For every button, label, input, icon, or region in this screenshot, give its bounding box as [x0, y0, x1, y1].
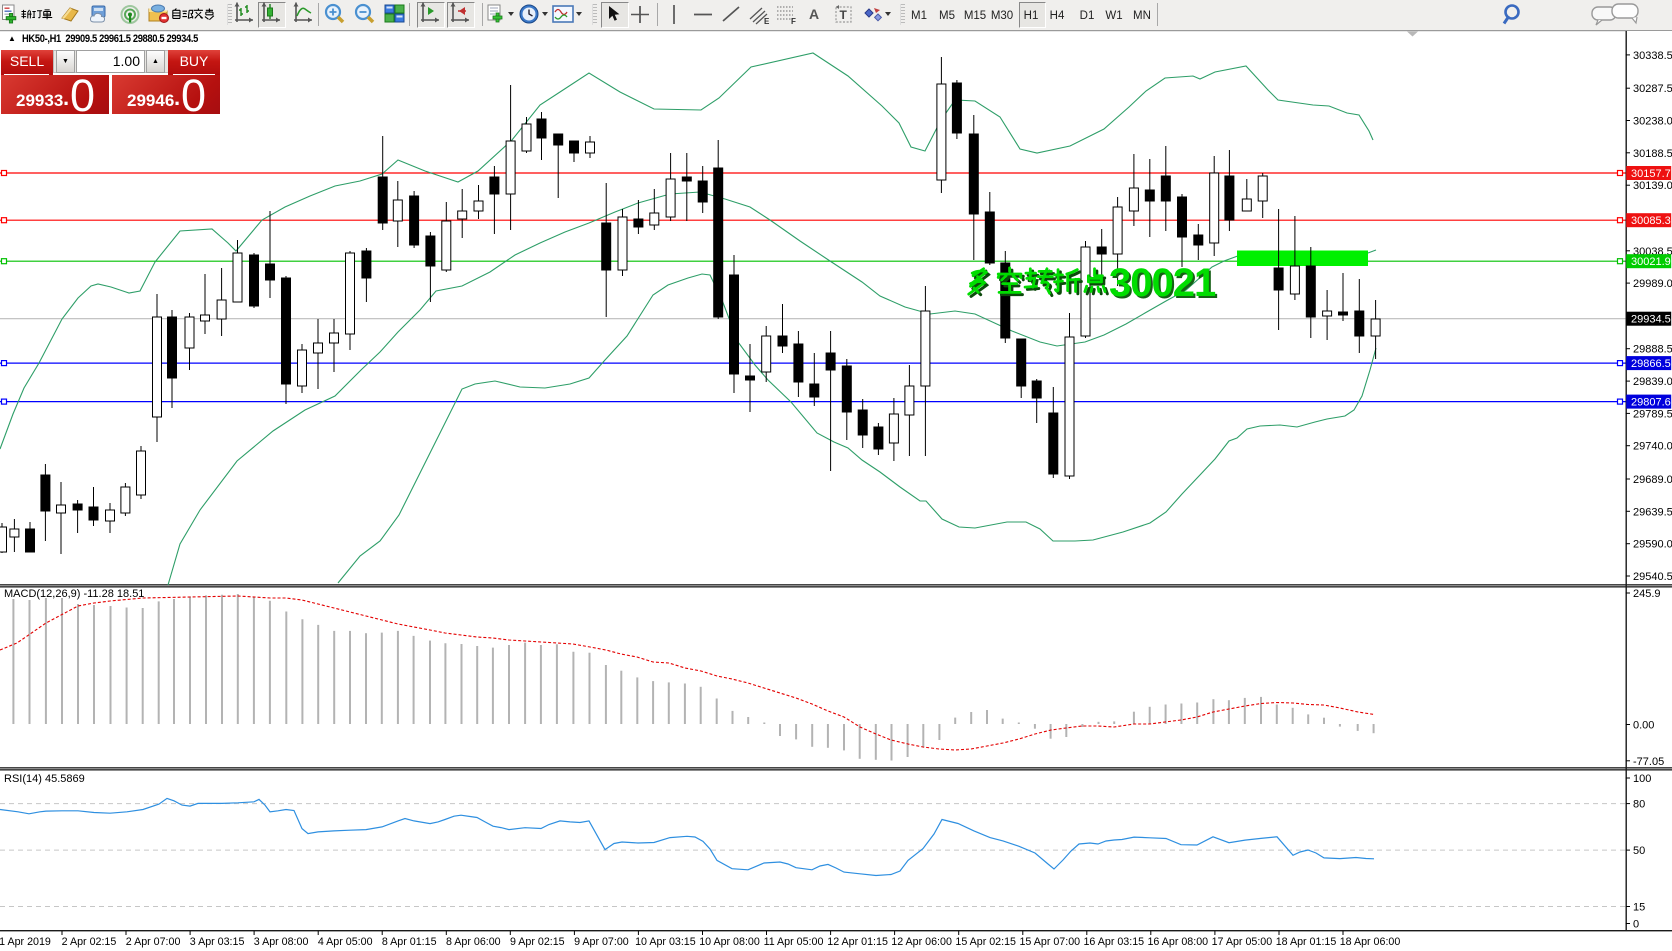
- svg-text:29888.5: 29888.5: [1633, 344, 1672, 356]
- svg-text:4 Apr 05:00: 4 Apr 05:00: [318, 936, 373, 948]
- svg-text:29839.0: 29839.0: [1633, 376, 1672, 388]
- svg-text:10 Apr 08:00: 10 Apr 08:00: [699, 936, 760, 948]
- svg-text:MACD(12,26,9) -11.28 18.51: MACD(12,26,9) -11.28 18.51: [4, 588, 144, 600]
- svg-text:RSI(14) 45.5869: RSI(14) 45.5869: [4, 773, 85, 785]
- svg-text:10 Apr 03:15: 10 Apr 03:15: [635, 936, 696, 948]
- svg-text:30038.5: 30038.5: [1633, 246, 1672, 258]
- svg-text:30188.5: 30188.5: [1633, 148, 1672, 160]
- svg-text:8 Apr 06:00: 8 Apr 06:00: [446, 936, 501, 948]
- svg-text:16 Apr 03:15: 16 Apr 03:15: [1083, 936, 1144, 948]
- svg-text:3 Apr 08:00: 3 Apr 08:00: [254, 936, 309, 948]
- svg-text:-77.05: -77.05: [1633, 756, 1664, 768]
- svg-text:30021: 30021: [1109, 261, 1216, 305]
- svg-text:MN: MN: [1133, 10, 1151, 22]
- svg-text:30021.9: 30021.9: [1631, 256, 1671, 268]
- svg-text:9 Apr 07:00: 9 Apr 07:00: [574, 936, 629, 948]
- svg-text:M15: M15: [964, 10, 986, 22]
- svg-text:80: 80: [1633, 799, 1645, 811]
- svg-text:F: F: [791, 17, 796, 26]
- svg-text:30021: 30021: [1111, 263, 1218, 307]
- svg-text:M30: M30: [991, 10, 1013, 22]
- svg-text:E: E: [764, 17, 770, 26]
- svg-text:29789.5: 29789.5: [1633, 408, 1672, 420]
- svg-text:15 Apr 02:15: 15 Apr 02:15: [955, 936, 1016, 948]
- svg-text:3 Apr 03:15: 3 Apr 03:15: [190, 936, 245, 948]
- svg-text:11 Apr 05:00: 11 Apr 05:00: [764, 936, 824, 948]
- svg-text:M5: M5: [939, 10, 955, 22]
- svg-text:29740.0: 29740.0: [1633, 441, 1672, 453]
- svg-text:29590.0: 29590.0: [1633, 539, 1672, 551]
- svg-text:15 Apr 07:00: 15 Apr 07:00: [1019, 936, 1080, 948]
- svg-text:30157.7: 30157.7: [1631, 168, 1671, 180]
- svg-text:30287.5: 30287.5: [1633, 83, 1672, 95]
- svg-text:16 Apr 08:00: 16 Apr 08:00: [1147, 936, 1208, 948]
- svg-text:100: 100: [1633, 773, 1651, 785]
- svg-text:29934.5: 29934.5: [1631, 314, 1671, 326]
- svg-text:HK50-,H1 29909.5 29961.5 2988: HK50-,H1 29909.5 29961.5 29880.5 29934.5: [22, 33, 198, 45]
- svg-text:▲: ▲: [8, 34, 16, 43]
- svg-text:30238.0: 30238.0: [1633, 116, 1672, 128]
- svg-text:29989.0: 29989.0: [1633, 278, 1672, 290]
- svg-text:29807.6: 29807.6: [1631, 397, 1671, 409]
- svg-text:A: A: [809, 6, 819, 22]
- svg-text:12 Apr 06:00: 12 Apr 06:00: [891, 936, 952, 948]
- svg-text:12 Apr 01:15: 12 Apr 01:15: [827, 936, 888, 948]
- svg-text:H1: H1: [1024, 10, 1039, 22]
- svg-text:29540.5: 29540.5: [1633, 571, 1672, 583]
- svg-text:29866.5: 29866.5: [1631, 358, 1671, 370]
- svg-text:M1: M1: [911, 10, 927, 22]
- svg-text:0.00: 0.00: [1633, 720, 1654, 732]
- svg-text:30085.3: 30085.3: [1631, 215, 1671, 227]
- svg-text:8 Apr 01:15: 8 Apr 01:15: [382, 936, 437, 948]
- svg-text:245.9: 245.9: [1633, 588, 1661, 600]
- svg-text:15: 15: [1633, 902, 1645, 914]
- svg-text:29639.5: 29639.5: [1633, 506, 1672, 518]
- svg-text:30338.5: 30338.5: [1633, 50, 1672, 62]
- svg-text:2 Apr 07:00: 2 Apr 07:00: [126, 936, 181, 948]
- svg-text:1 Apr 2019: 1 Apr 2019: [0, 936, 51, 948]
- svg-text:D1: D1: [1080, 10, 1095, 22]
- svg-text:H4: H4: [1050, 10, 1065, 22]
- svg-text:30139.0: 30139.0: [1633, 180, 1672, 192]
- svg-text:9 Apr 02:15: 9 Apr 02:15: [510, 936, 565, 948]
- svg-text:0: 0: [1633, 919, 1639, 931]
- svg-text:17 Apr 05:00: 17 Apr 05:00: [1212, 936, 1273, 948]
- svg-text:T: T: [840, 8, 848, 22]
- svg-text:18 Apr 01:15: 18 Apr 01:15: [1276, 936, 1337, 948]
- svg-text:2 Apr 02:15: 2 Apr 02:15: [62, 936, 117, 948]
- svg-text:18 Apr 06:00: 18 Apr 06:00: [1340, 936, 1401, 948]
- svg-text:50: 50: [1633, 845, 1645, 857]
- svg-text:29689.0: 29689.0: [1633, 474, 1672, 486]
- svg-text:W1: W1: [1105, 10, 1122, 22]
